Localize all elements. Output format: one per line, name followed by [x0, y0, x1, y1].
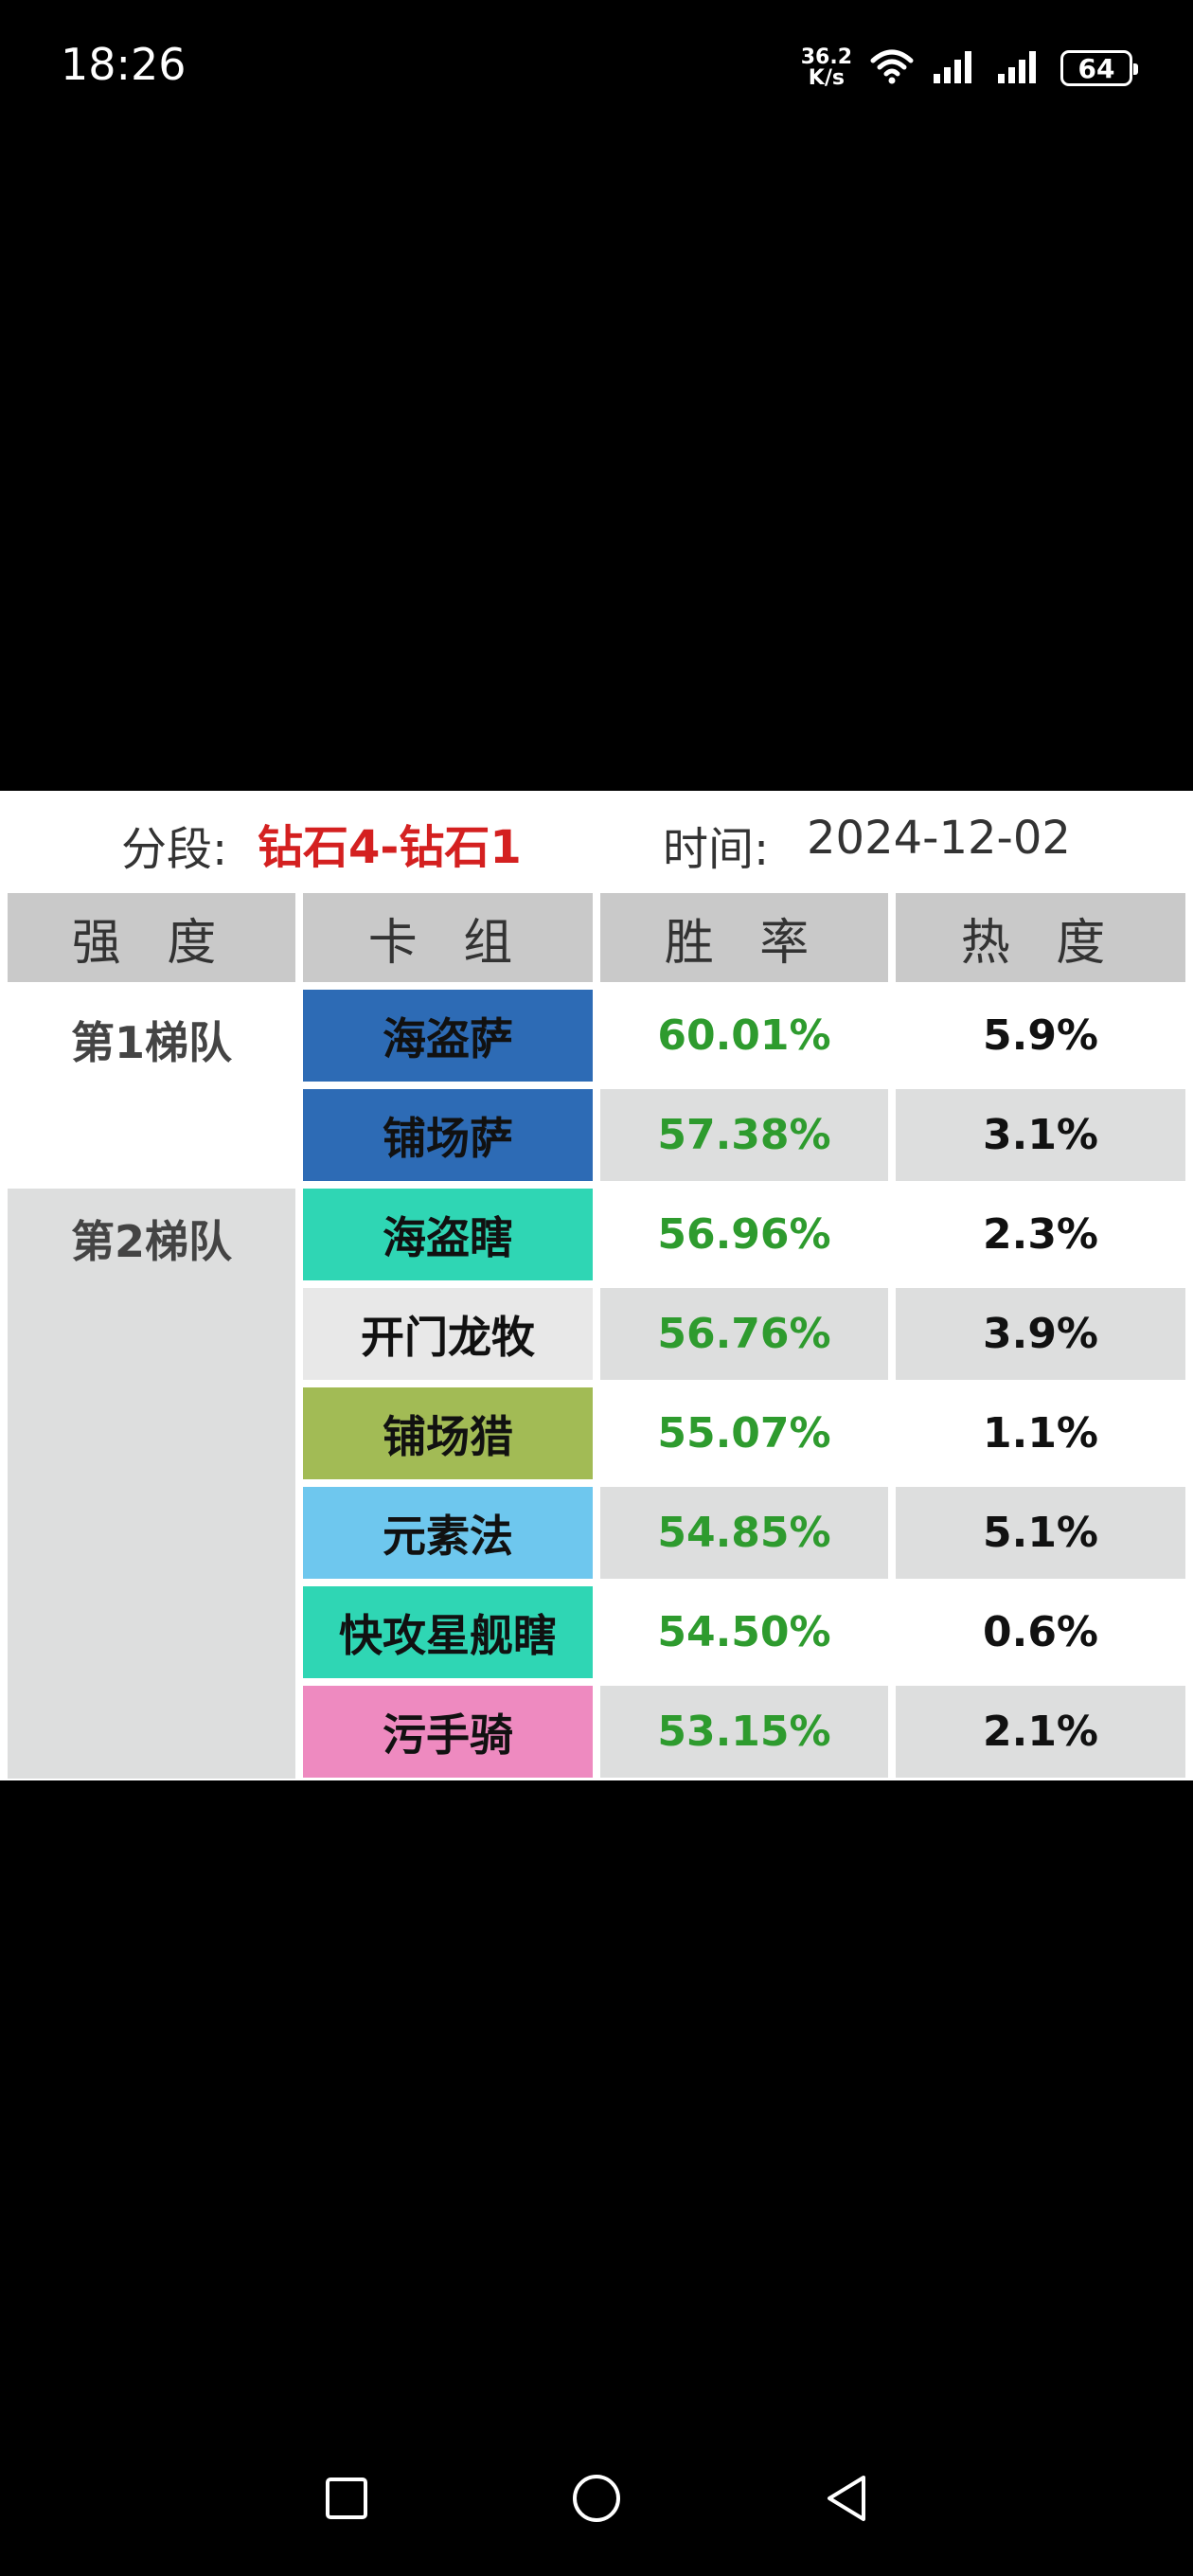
- deck-cell: 海盗瞎: [303, 1189, 593, 1280]
- back-button[interactable]: [809, 2462, 884, 2538]
- column-header-deck: 卡 组: [303, 893, 593, 982]
- popularity-cell: 3.1%: [896, 1089, 1185, 1181]
- home-circle-icon: [570, 2472, 623, 2529]
- popularity-cell: 5.1%: [896, 1487, 1185, 1579]
- status-bar: 18:26 36.2 K/s: [0, 0, 1193, 133]
- segment-label: 分段:: [121, 823, 228, 876]
- tier-list-image: 分段: 钻石4-钻石1 时间: 2024-12-02 强 度 卡 组 胜 率 热…: [0, 791, 1193, 1780]
- winrate-cell: 55.07%: [600, 1387, 888, 1479]
- navigation-bar: [0, 2434, 1193, 2576]
- home-button[interactable]: [559, 2462, 634, 2538]
- deck-cell: 铺场猎: [303, 1387, 593, 1479]
- signal-icon: [932, 47, 979, 89]
- tier-2-label: 第2梯队: [8, 1189, 295, 1779]
- deck-cell: 开门龙牧: [303, 1288, 593, 1380]
- winrate-cell: 60.01%: [600, 990, 888, 1082]
- status-icons: 36.2 K/s: [801, 42, 1138, 95]
- popularity-cell: 3.9%: [896, 1288, 1185, 1380]
- winrate-cell: 54.50%: [600, 1586, 888, 1678]
- winrate-cell: 57.38%: [600, 1089, 888, 1181]
- status-time: 18:26: [61, 39, 187, 90]
- winrate-cell: 53.15%: [600, 1686, 888, 1778]
- popularity-cell: 5.9%: [896, 990, 1185, 1082]
- winrate-cell: 54.85%: [600, 1487, 888, 1579]
- back-triangle-icon: [822, 2472, 871, 2529]
- tier-list-header: 分段: 钻石4-钻石1 时间: 2024-12-02: [0, 791, 1193, 886]
- deck-cell: 铺场萨: [303, 1089, 593, 1181]
- deck-cell: 快攻星舰瞎: [303, 1586, 593, 1678]
- time-value: 2024-12-02: [807, 812, 1071, 865]
- column-header-strength: 强 度: [8, 893, 295, 982]
- column-header-popularity: 热 度: [896, 893, 1185, 982]
- battery-level: 64: [1077, 52, 1115, 84]
- column-header-winrate: 胜 率: [600, 893, 888, 982]
- winrate-cell: 56.96%: [600, 1189, 888, 1280]
- wifi-icon: [869, 47, 915, 89]
- battery-icon: 64: [1060, 50, 1138, 86]
- network-speed-value: 36.2: [800, 45, 852, 69]
- tier-1-label: 第1梯队: [8, 990, 295, 1181]
- popularity-cell: 1.1%: [896, 1387, 1185, 1479]
- recents-square-icon: [324, 2476, 369, 2525]
- network-speed: 36.2 K/s: [801, 47, 852, 89]
- winrate-cell: 56.76%: [600, 1288, 888, 1380]
- recents-button[interactable]: [309, 2462, 384, 2538]
- deck-cell: 污手骑: [303, 1686, 593, 1778]
- segment-value: 钻石4-钻石1: [258, 821, 522, 874]
- signal-icon: [996, 47, 1043, 89]
- network-speed-unit: K/s: [808, 66, 845, 90]
- deck-cell: 海盗萨: [303, 990, 593, 1082]
- popularity-cell: 0.6%: [896, 1586, 1185, 1678]
- popularity-cell: 2.1%: [896, 1686, 1185, 1778]
- deck-cell: 元素法: [303, 1487, 593, 1579]
- popularity-cell: 2.3%: [896, 1189, 1185, 1280]
- time-label: 时间:: [663, 823, 770, 876]
